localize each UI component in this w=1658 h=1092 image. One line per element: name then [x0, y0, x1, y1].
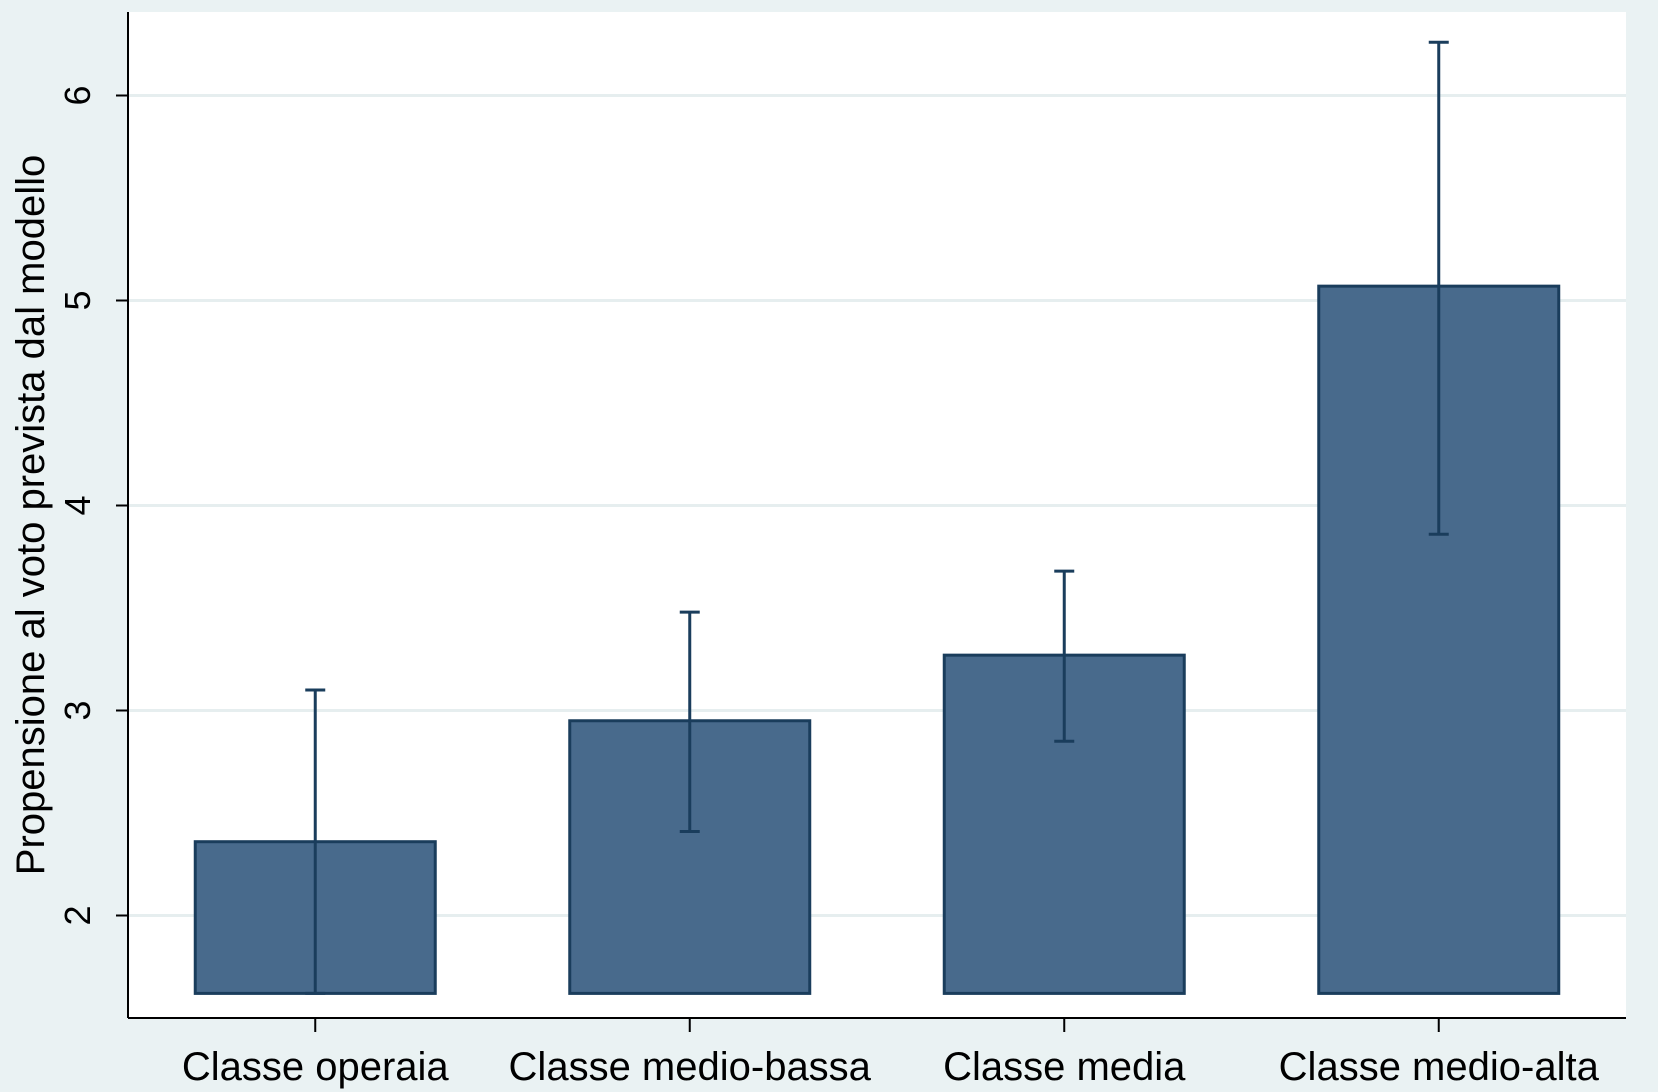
- x-tick-label: Classe medio-alta: [1279, 1045, 1600, 1089]
- y-tick-label: 5: [57, 290, 98, 310]
- y-tick-label: 2: [57, 905, 98, 925]
- y-ticks: 2 3 4 5 6: [57, 85, 128, 926]
- x-tick-label: Classe media: [943, 1045, 1186, 1089]
- y-tick-label: 6: [57, 85, 98, 105]
- error-bars: [305, 40, 1449, 995]
- x-tick-label: Classe medio-bassa: [509, 1045, 872, 1089]
- axes: [127, 12, 1626, 1019]
- y-tick-label: 3: [57, 700, 98, 720]
- x-tick-label: Classe operaia: [182, 1045, 450, 1089]
- y-tick-label: 4: [57, 495, 98, 515]
- y-axis-label: Propensione al voto prevista dal modello: [9, 155, 53, 875]
- x-ticks: Classe operaia Classe medio-bassa Classe m…: [182, 1018, 1600, 1089]
